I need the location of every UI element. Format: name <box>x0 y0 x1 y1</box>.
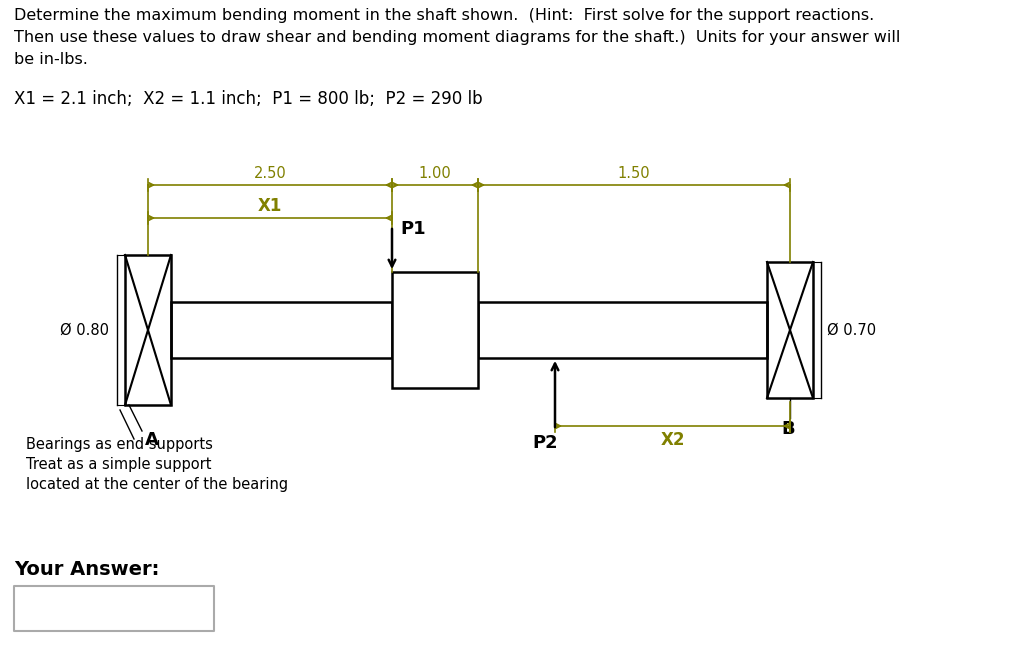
Text: 2.50: 2.50 <box>254 166 287 180</box>
Text: Ø 0.70: Ø 0.70 <box>827 323 877 338</box>
Text: be in-lbs.: be in-lbs. <box>14 52 88 67</box>
Text: 1.50: 1.50 <box>617 166 650 180</box>
Text: P2: P2 <box>532 434 558 452</box>
Text: P1: P1 <box>400 220 426 238</box>
Text: located at the center of the bearing: located at the center of the bearing <box>26 477 288 492</box>
Bar <box>392 272 478 388</box>
Text: Ø 0.80: Ø 0.80 <box>60 323 109 338</box>
Bar <box>14 586 214 631</box>
Bar <box>171 302 392 358</box>
Text: Ø 1.00: Ø 1.00 <box>407 311 456 325</box>
Bar <box>767 262 813 398</box>
Text: Bearings as end supports: Bearings as end supports <box>26 437 213 452</box>
Text: A: A <box>145 431 159 449</box>
Text: Your Answer:: Your Answer: <box>14 560 160 579</box>
Text: 1.00: 1.00 <box>419 166 452 180</box>
Text: Then use these values to draw shear and bending moment diagrams for the shaft.) : Then use these values to draw shear and … <box>14 30 900 45</box>
Text: X1: X1 <box>258 197 283 215</box>
Text: X1 = 2.1 inch;  X2 = 1.1 inch;  P1 = 800 lb;  P2 = 290 lb: X1 = 2.1 inch; X2 = 1.1 inch; P1 = 800 l… <box>14 90 482 108</box>
Text: B: B <box>781 420 795 438</box>
Text: Treat as a simple support: Treat as a simple support <box>26 457 212 472</box>
Text: X2: X2 <box>660 431 685 449</box>
Text: Determine the maximum bending moment in the shaft shown.  (Hint:  First solve fo: Determine the maximum bending moment in … <box>14 8 874 23</box>
Bar <box>125 255 171 405</box>
Bar <box>478 302 767 358</box>
